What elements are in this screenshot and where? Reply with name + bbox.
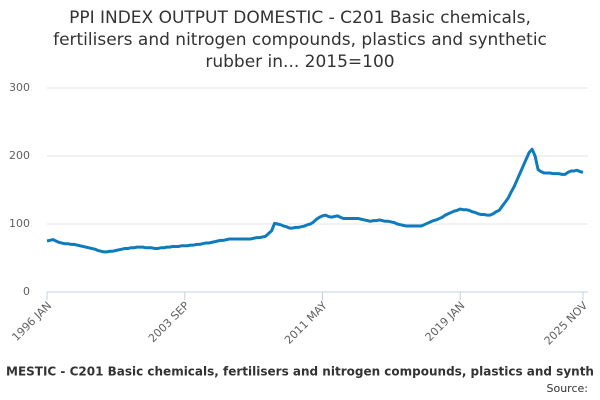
y-tick-label: 300: [9, 81, 30, 94]
source-label: Source:: [547, 382, 589, 395]
x-tick-label: 2011 MAY: [282, 299, 330, 347]
x-tick-label: 1996 JAN: [9, 299, 54, 344]
chart-title: PPI INDEX OUTPUT DOMESTIC - C201 Basic c…: [69, 8, 531, 28]
x-tick-label: 2025 NOV: [542, 299, 591, 348]
chart-title: fertilisers and nitrogen compounds, plas…: [53, 30, 547, 50]
y-tick-label: 200: [9, 149, 30, 162]
legend-entry: MESTIC - C201 Basic chemicals, fertilise…: [6, 365, 594, 379]
chart-title: rubber in... 2015=100: [205, 52, 394, 72]
y-tick-label: 100: [9, 217, 30, 230]
x-tick-label: 2003 SEP: [146, 299, 192, 345]
data-line: [46, 147, 584, 254]
y-tick-label: 0: [23, 285, 30, 298]
x-tick-label: 2019 JAN: [423, 299, 468, 344]
